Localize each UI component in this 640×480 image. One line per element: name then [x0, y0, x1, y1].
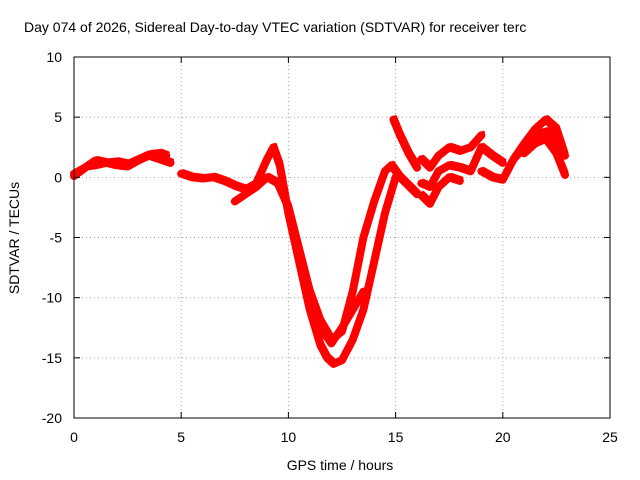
series-sat-l-spread [524, 134, 569, 174]
x-tick-label: 25 [602, 429, 618, 445]
x-axis: 0 5 10 15 20 25 [70, 57, 618, 445]
series-sat-b-spread [74, 151, 174, 173]
series-sat-h-spread [421, 142, 507, 186]
x-axis-label: GPS time / hours [287, 457, 394, 473]
y-tick-label: -15 [42, 350, 62, 366]
y-tick-label: -10 [42, 290, 62, 306]
x-tick-label: 10 [281, 429, 297, 445]
series-sat-g-spread [421, 130, 485, 167]
series-sat-f [389, 115, 421, 172]
x-tick-label: 5 [177, 429, 185, 445]
x-tick-label: 0 [70, 429, 78, 445]
chart-title: Day 074 of 2026, Sidereal Day-to-day VTE… [24, 19, 526, 35]
x-tick-label: 15 [388, 429, 404, 445]
y-tick-label: 5 [54, 109, 62, 125]
series-layer [70, 115, 569, 368]
y-axis-label: SDTVAR / TECUs [6, 182, 22, 294]
y-tick-label: -5 [50, 230, 63, 246]
series-sat-e-spread [321, 287, 367, 342]
series-sat-k-spread [514, 115, 569, 158]
y-axis: -20 -15 -10 -5 0 5 10 [42, 49, 610, 426]
x-tick-label: 20 [495, 429, 511, 445]
series-sat-f-spread [394, 115, 421, 167]
y-tick-label: -20 [42, 410, 62, 426]
y-tick-label: 0 [54, 169, 62, 185]
series-sat-i-spread [421, 172, 464, 203]
y-tick-label: 10 [46, 49, 62, 65]
